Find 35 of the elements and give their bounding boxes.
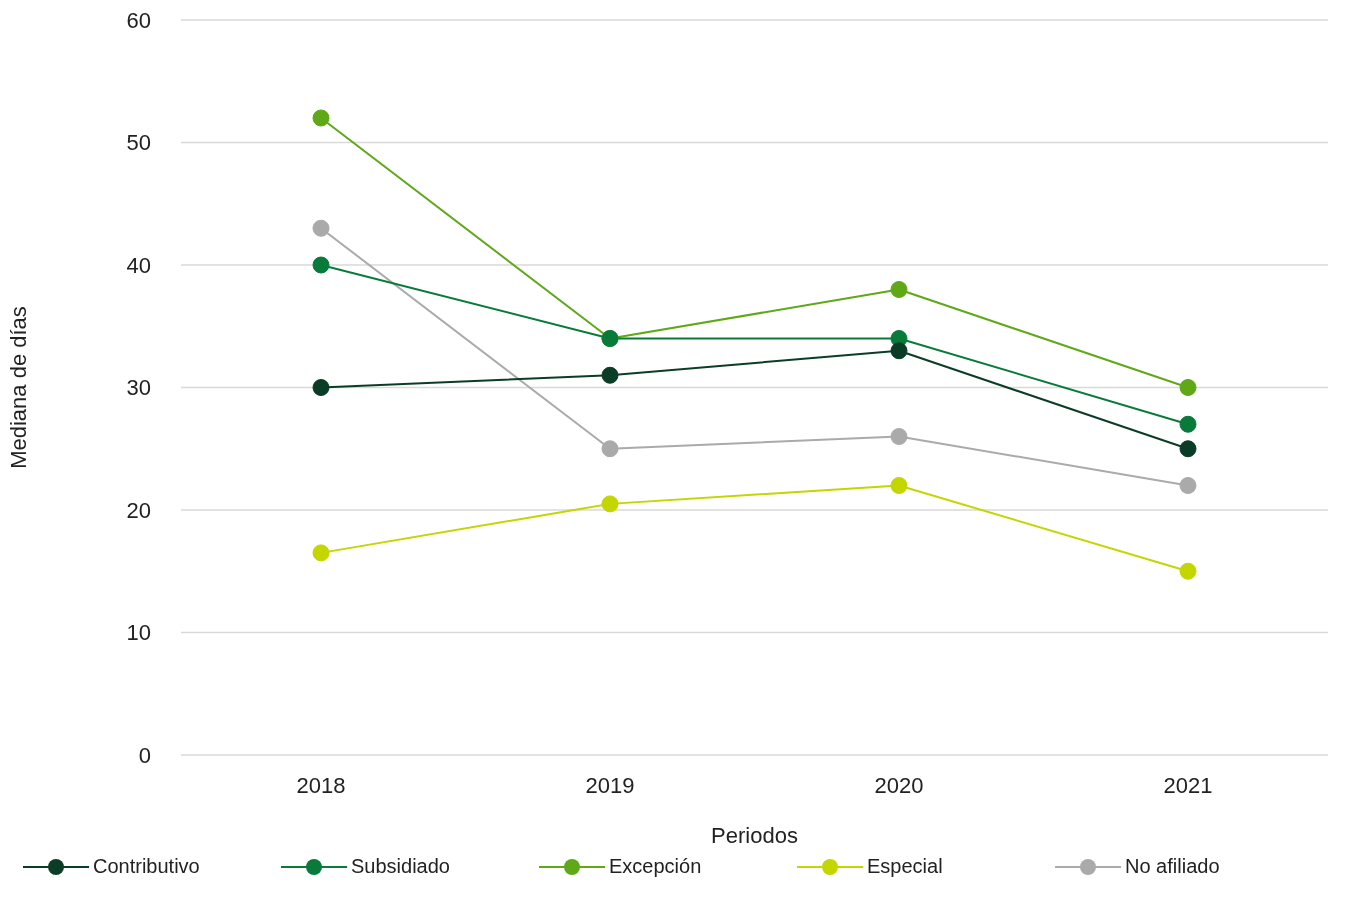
- y-tick-label: 60: [126, 7, 151, 33]
- point: [890, 428, 908, 445]
- point: [312, 219, 330, 237]
- legend-label: Contributivo: [93, 855, 200, 878]
- legend-label: No afiliado: [1125, 855, 1220, 878]
- legend-label: Excepción: [609, 855, 702, 878]
- y-tick-label: 40: [126, 252, 151, 278]
- point: [890, 281, 908, 298]
- point: [1179, 440, 1197, 458]
- legend-label: Subsidiado: [351, 855, 450, 878]
- y-tick-label: 10: [126, 620, 151, 646]
- point: [1179, 379, 1197, 396]
- legend-label: Especial: [867, 855, 943, 878]
- x-tick-label: 2021: [1163, 772, 1213, 798]
- y-tick-label: 0: [138, 742, 151, 768]
- point: [312, 109, 330, 127]
- point: [890, 342, 908, 360]
- y-tick-label: 30: [126, 375, 151, 401]
- y-axis-title: Mediana de días: [5, 306, 31, 469]
- point: [1179, 415, 1197, 433]
- x-axis-title: Periodos: [711, 823, 798, 848]
- y-tick-label: 20: [126, 497, 151, 523]
- point: [1179, 562, 1197, 580]
- point: [601, 366, 619, 384]
- point: [312, 544, 330, 562]
- y-tick-label: 50: [126, 130, 151, 156]
- point: [601, 440, 619, 458]
- point: [312, 256, 330, 274]
- x-tick-label: 2020: [874, 772, 924, 798]
- point: [312, 379, 330, 396]
- point: [890, 477, 908, 494]
- point: [1179, 477, 1197, 494]
- x-tick-label: 2018: [296, 772, 346, 798]
- x-tick-label: 2019: [585, 772, 635, 798]
- point: [601, 495, 619, 513]
